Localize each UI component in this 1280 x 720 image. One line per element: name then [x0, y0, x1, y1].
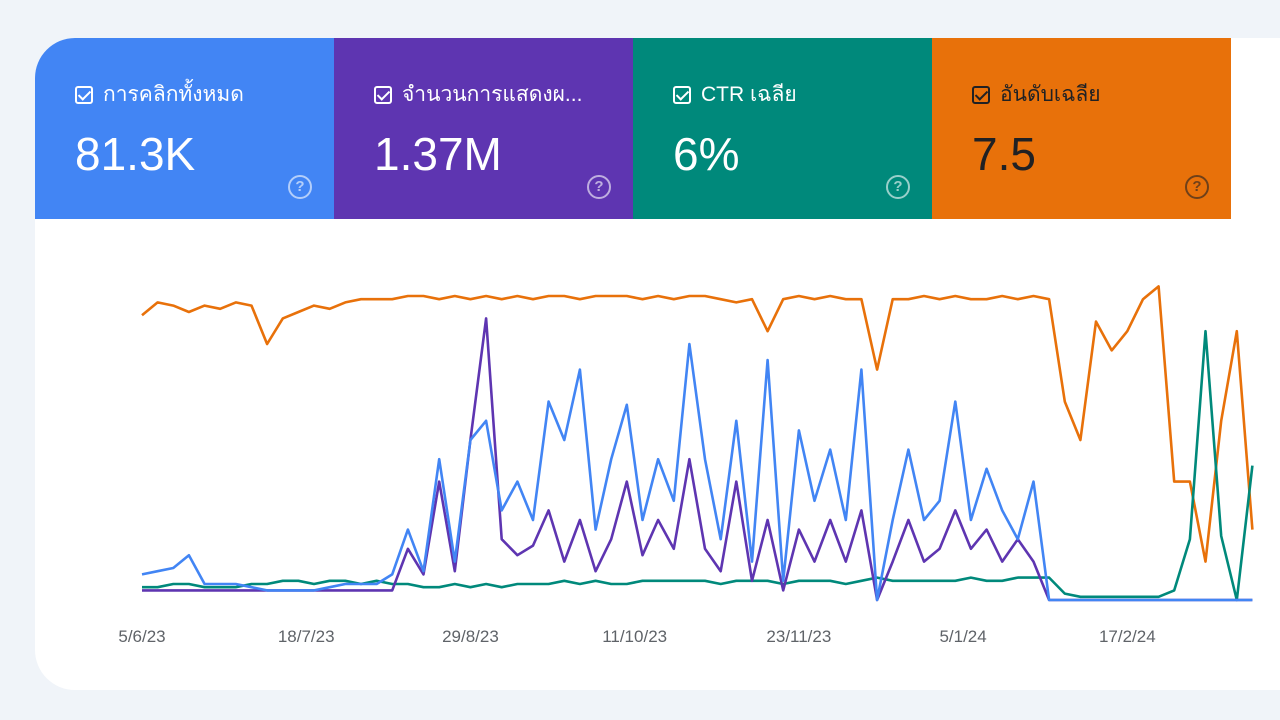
metric-label: อันดับเฉลีย — [1000, 83, 1101, 106]
metric-label-row: CTR เฉลีย — [673, 78, 932, 111]
x-tick-label: 18/7/23 — [278, 627, 335, 646]
series-line — [141, 285, 1254, 563]
x-tick-label: 29/8/23 — [442, 627, 499, 646]
metric-label-row: จำนวนการแสดงผ... — [374, 78, 633, 111]
performance-chart: 5/6/23 18/7/23 29/8/23 11/10/23 23/11/23 5/1/… — [118, 285, 1254, 646]
metric-value: 7.5 — [972, 128, 1036, 180]
metric-label: การคลิกทั้งหมด — [103, 83, 244, 106]
metric-card[interactable]: การคลิกทั้งหมด 81.3K? — [35, 38, 334, 219]
help-icon[interactable]: ? — [288, 175, 312, 199]
metric-value: 6% — [673, 128, 740, 180]
x-tick-label: 17/2/24 — [1099, 627, 1156, 646]
x-tick-label: 23/11/23 — [766, 627, 831, 646]
metric-label-row: อันดับเฉลีย — [972, 78, 1231, 111]
help-icon[interactable]: ? — [886, 175, 910, 199]
metric-cards: การคลิกทั้งหมด 81.3K? จำนวนการแสดงผ... 1.37… — [35, 38, 1231, 219]
help-icon[interactable]: ? — [587, 175, 611, 199]
series-line — [142, 317, 1253, 602]
x-tick-label: 5/1/24 — [939, 627, 986, 646]
performance-panel: การคลิกทั้งหมด 81.3K? จำนวนการแสดงผ... 1.37… — [35, 38, 1280, 690]
metric-label: จำนวนการแสดงผ... — [402, 83, 583, 106]
series-line — [142, 329, 1254, 602]
metric-label: CTR เฉลีย — [701, 83, 797, 106]
x-tick-label: 5/6/23 — [118, 627, 165, 646]
metric-card[interactable]: จำนวนการแสดงผ... 1.37M? — [334, 38, 633, 219]
metric-value: 81.3K — [75, 128, 196, 180]
checkbox-checked-icon[interactable] — [75, 85, 93, 104]
help-icon[interactable]: ? — [1185, 175, 1209, 199]
metric-label-row: การคลิกทั้งหมด — [75, 78, 334, 111]
series-line — [141, 342, 1253, 602]
metric-card[interactable]: CTR เฉลีย 6%? — [633, 38, 932, 219]
checkbox-checked-icon[interactable] — [972, 85, 990, 104]
x-tick-label: 11/10/23 — [602, 627, 667, 646]
metric-card[interactable]: อันดับเฉลีย 7.5? — [932, 38, 1231, 219]
checkbox-checked-icon[interactable] — [673, 85, 691, 104]
metric-value: 1.37M — [374, 128, 502, 180]
checkbox-checked-icon[interactable] — [374, 85, 392, 104]
